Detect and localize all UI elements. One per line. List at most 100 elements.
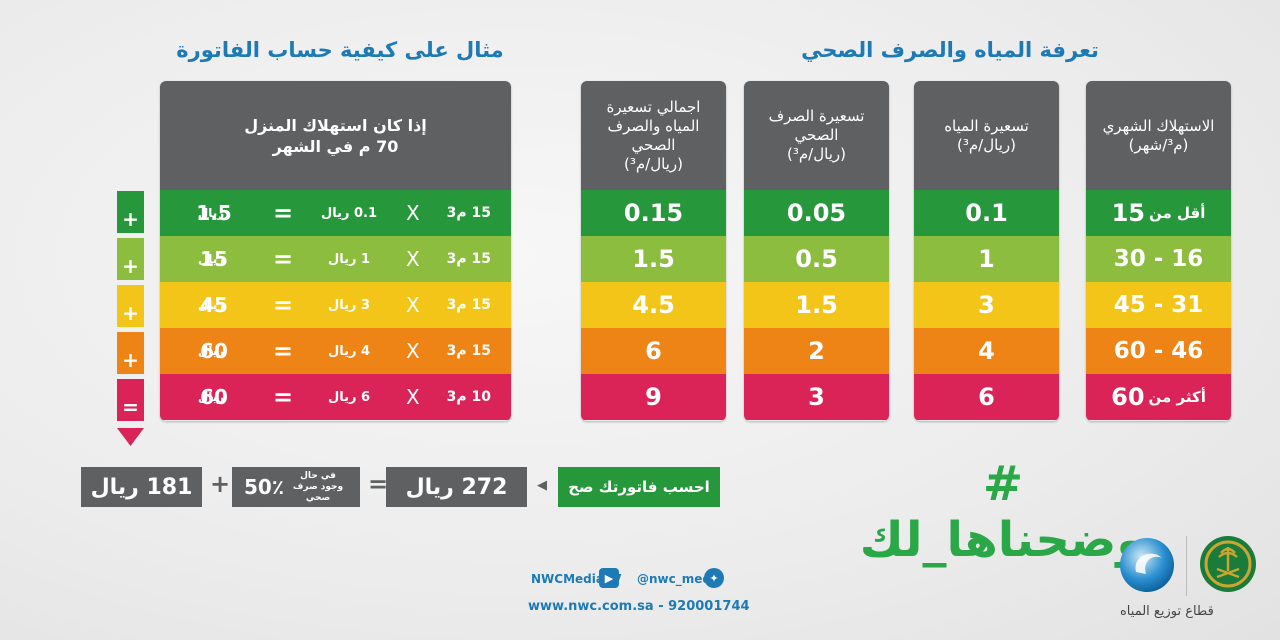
- water-price-cell: 0.1: [914, 190, 1059, 236]
- total-price-column: اجمالي تسعيرة المياه والصرف الصحي (ريال/م…: [581, 81, 726, 421]
- plus-marker: +: [117, 238, 144, 280]
- total-price-cell: 6: [581, 328, 726, 374]
- example-total-unit: ريال: [197, 390, 225, 404]
- sewage-price-cell: 3: [744, 374, 889, 420]
- plus-marker: +: [117, 285, 144, 327]
- total-price-cell: 0.15: [581, 190, 726, 236]
- bill-example-table: إذا كان استهلاك المنزل 70 م في الشهر 15 …: [160, 81, 511, 421]
- consumption-value: 16 - 30: [1113, 246, 1204, 272]
- percent-value: 50٪: [243, 475, 285, 499]
- water-price-cell: 6: [914, 374, 1059, 420]
- equals-sign: =: [273, 245, 294, 273]
- equals-marker: =: [117, 379, 144, 421]
- hashtag-text: # وضحناها_لك: [859, 456, 1147, 568]
- water-price-column: تسعيرة المياه (ريال/م³) 0.1 1 3 4 6: [914, 81, 1059, 421]
- total-price-header: اجمالي تسعيرة المياه والصرف الصحي (ريال/م…: [581, 81, 726, 190]
- equals-sign: =: [273, 383, 294, 411]
- website-phone[interactable]: www.nwc.com.sa - 920001744: [528, 599, 750, 614]
- plus-marker: +: [117, 332, 144, 374]
- example-rate: 1 ريال: [327, 251, 371, 267]
- total-header-label: اجمالي تسعيرة المياه والصرف الصحي: [606, 97, 701, 154]
- consumption-cell: أقل من 15: [1086, 190, 1231, 236]
- sewage-price-header: تسعيرة الصرف الصحي (ريال/م³): [744, 81, 889, 190]
- consumption-header: الاستهلاك الشهري (م³/شهر): [1086, 81, 1231, 190]
- example-rate: 6 ريال: [327, 389, 371, 405]
- example-total: 1.5: [196, 201, 232, 225]
- sewage-price-cell: 0.05: [744, 190, 889, 236]
- example-volume: 15 م3: [446, 297, 491, 313]
- multiply-sign: X: [406, 293, 420, 317]
- youtube-icon[interactable]: ▶: [599, 568, 619, 588]
- consumption-cell: أكثر من 60: [1086, 374, 1231, 420]
- example-row: 15 م3 X 3 ريال = 45 ريال: [160, 282, 511, 328]
- consumption-header-unit: (م³/شهر): [1128, 135, 1189, 154]
- example-rate: 4 ريال: [327, 343, 371, 359]
- consumption-header-label: الاستهلاك الشهري: [1102, 116, 1215, 135]
- water-price-cell: 3: [914, 282, 1059, 328]
- example-rate: 0.1 ريال: [320, 205, 378, 221]
- nwc-logo-icon: [1120, 538, 1174, 592]
- sector-label: قطاع توزيع المياه: [1120, 604, 1214, 619]
- consumption-cell: 46 - 60: [1086, 328, 1231, 374]
- multiply-sign: X: [406, 339, 420, 363]
- equals-sign: =: [273, 337, 294, 365]
- result-box: 181 ريال: [81, 467, 202, 507]
- example-volume: 15 م3: [446, 205, 491, 221]
- percent-note: في حال وجود صرف صحي: [292, 470, 344, 503]
- equals-sign: =: [273, 291, 294, 319]
- consumption-cell: 31 - 45: [1086, 282, 1231, 328]
- example-rate: 3 ريال: [327, 297, 371, 313]
- water-price-cell: 1: [914, 236, 1059, 282]
- consumption-value: 46 - 60: [1113, 338, 1204, 364]
- consumption-value: 60: [1111, 383, 1145, 411]
- example-total-unit: ريال: [197, 298, 225, 312]
- formula-plus: +: [210, 470, 231, 498]
- example-total-unit: ريال: [197, 344, 225, 358]
- consumption-cell: 16 - 30: [1086, 236, 1231, 282]
- consumption-value: 31 - 45: [1113, 292, 1204, 318]
- example-header-line2: 70 م في الشهر: [272, 136, 399, 156]
- example-title: مثال على كيفية حساب الفاتورة: [176, 38, 504, 62]
- sewage-header-label: تسعيرة الصرف الصحي: [768, 107, 865, 144]
- example-row: 15 م3 X 4 ريال = 60 ريال: [160, 328, 511, 374]
- water-header-label: تسعيرة المياه: [944, 116, 1029, 135]
- total-price-cell: 1.5: [581, 236, 726, 282]
- plus-marker: +: [117, 191, 144, 233]
- subtotal-box: 272 ريال: [386, 467, 527, 507]
- sewage-price-cell: 0.5: [744, 236, 889, 282]
- multiply-sign: X: [406, 247, 420, 271]
- example-volume: 15 م3: [446, 251, 491, 267]
- total-header-unit: (ريال/م³): [624, 154, 683, 173]
- water-header-unit: (ريال/م³): [957, 135, 1016, 154]
- less-than-label: أقل من: [1149, 204, 1206, 222]
- example-total: 60: [200, 339, 228, 363]
- twitter-icon[interactable]: ✦: [704, 568, 724, 588]
- water-price-header: تسعيرة المياه (ريال/م³): [914, 81, 1059, 190]
- formula-equals: =: [368, 470, 389, 498]
- sewage-price-column: تسعيرة الصرف الصحي (ريال/م³) 0.05 0.5 1.5…: [744, 81, 889, 421]
- example-total-unit: ريال: [197, 206, 225, 220]
- sewage-price-cell: 1.5: [744, 282, 889, 328]
- consumption-value: 15: [1111, 199, 1146, 227]
- example-header-line1: إذا كان استهلاك المنزل: [244, 115, 427, 135]
- example-row: 15 م3 X 1 ريال = 15 ريال: [160, 236, 511, 282]
- water-price-cell: 4: [914, 328, 1059, 374]
- calculate-bill-button[interactable]: احسب فاتورتك صح: [558, 467, 720, 507]
- tariff-title: تعرفة المياه والصرف الصحي: [801, 38, 1099, 62]
- example-total: 45: [200, 293, 228, 317]
- example-row: 10 م3 X 6 ريال = 60 ريال: [160, 374, 511, 420]
- down-arrow-icon: [117, 428, 144, 446]
- multiply-sign: X: [406, 385, 420, 409]
- arrow-left-icon: ◀: [537, 478, 547, 493]
- consumption-column: الاستهلاك الشهري (م³/شهر) أقل من 15 16 - 3…: [1086, 81, 1231, 421]
- example-volume: 10 م3: [446, 389, 491, 405]
- more-than-label: أكثر من: [1148, 388, 1206, 406]
- youtube-handle[interactable]: NWCMediaTV: [531, 572, 622, 586]
- bill-example-header: إذا كان استهلاك المنزل 70 م في الشهر: [160, 81, 511, 190]
- total-price-cell: 9: [581, 374, 726, 420]
- example-row: 15 م3 X 0.1 ريال = 1.5 ريال: [160, 190, 511, 236]
- twitter-handle[interactable]: @nwc_media: [637, 572, 724, 586]
- sewage-header-unit: (ريال/م³): [787, 145, 846, 163]
- percent-box: في حال وجود صرف صحي 50٪: [232, 467, 360, 507]
- total-price-cell: 4.5: [581, 282, 726, 328]
